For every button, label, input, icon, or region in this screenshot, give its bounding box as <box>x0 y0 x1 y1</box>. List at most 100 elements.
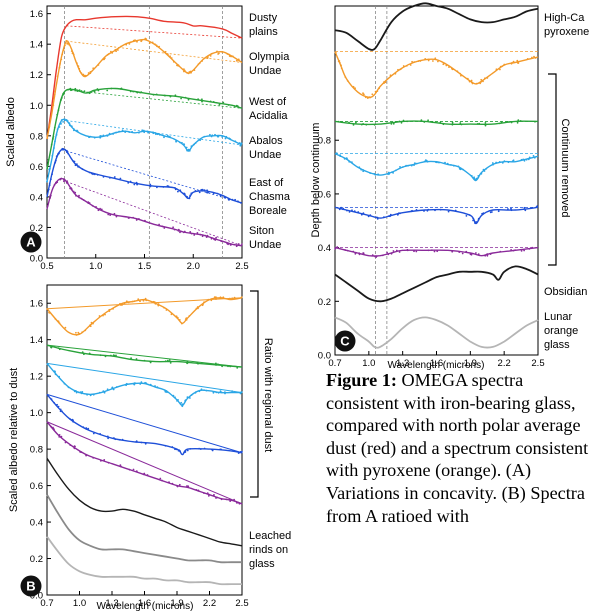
data-point <box>196 306 199 308</box>
data-point <box>51 173 53 176</box>
data-point <box>136 183 139 186</box>
data-point <box>93 173 96 176</box>
data-point <box>339 155 342 158</box>
data-point <box>57 153 59 156</box>
xtick-label: 2.0 <box>187 261 200 272</box>
data-point <box>434 57 437 60</box>
data-point <box>130 357 133 360</box>
data-point <box>427 59 430 62</box>
data-point <box>374 173 377 176</box>
data-point <box>531 56 533 59</box>
data-point <box>54 318 57 320</box>
data-point <box>87 201 90 204</box>
data-point <box>92 432 95 435</box>
data-point <box>187 485 190 488</box>
data-point <box>503 63 506 66</box>
data-point <box>399 166 401 168</box>
data-point <box>203 492 205 494</box>
data-point <box>55 159 57 162</box>
data-point <box>423 121 426 123</box>
panel-a-badge: A <box>20 231 42 253</box>
data-point <box>200 388 203 391</box>
data-point <box>338 60 341 62</box>
data-point <box>238 142 241 144</box>
ytick-label: 0.8 <box>318 136 331 147</box>
data-point <box>477 253 480 256</box>
data-point <box>190 71 192 74</box>
data-point <box>154 302 157 305</box>
data-point <box>484 122 487 124</box>
data-point <box>434 209 436 212</box>
data-point <box>358 166 361 169</box>
data-point <box>231 390 234 393</box>
data-point <box>91 204 94 207</box>
data-point <box>114 438 117 441</box>
ytick-label: 0.8 <box>30 131 43 142</box>
data-point <box>66 119 68 122</box>
continuum-line <box>66 25 243 39</box>
data-point <box>197 489 200 492</box>
data-point <box>374 90 377 93</box>
data-point <box>82 426 85 428</box>
data-point <box>364 96 367 99</box>
data-point <box>228 498 231 501</box>
series-line <box>46 38 243 140</box>
ytick-label: 1.0 <box>30 408 43 419</box>
data-point <box>183 68 185 70</box>
data-point <box>217 391 220 394</box>
series-line <box>46 457 243 547</box>
data-point <box>499 68 501 71</box>
label-olympia-2: Undae <box>249 65 281 77</box>
data-point <box>431 249 433 252</box>
data-point <box>221 136 224 138</box>
data-point <box>495 161 497 164</box>
data-point <box>81 331 84 334</box>
data-point <box>397 68 399 71</box>
data-point <box>198 447 201 450</box>
data-point <box>241 243 243 246</box>
data-point <box>46 180 48 183</box>
data-point <box>60 58 63 61</box>
data-point <box>73 160 76 163</box>
data-point <box>239 144 242 147</box>
data-point <box>182 143 185 146</box>
data-point <box>49 197 51 199</box>
data-point <box>125 384 127 387</box>
continuum-line <box>66 150 243 204</box>
data-point <box>59 63 61 65</box>
data-point <box>176 316 179 319</box>
data-point <box>461 252 464 255</box>
continuum-line <box>46 344 243 368</box>
data-point <box>465 250 468 253</box>
data-point <box>528 248 531 250</box>
data-point <box>533 156 536 159</box>
xtick-label: 0.7 <box>328 358 341 369</box>
data-point <box>58 436 61 438</box>
panel-b-bracket-label: Ratio with regional dust <box>262 338 274 452</box>
data-point <box>188 315 191 317</box>
data-point <box>381 254 384 257</box>
data-point <box>353 210 356 213</box>
ytick-label: 1.2 <box>30 70 43 81</box>
data-point <box>177 399 179 401</box>
data-point <box>470 175 473 177</box>
data-point <box>231 198 234 201</box>
data-point <box>158 133 161 136</box>
data-point <box>57 320 59 322</box>
data-point <box>406 120 408 123</box>
data-point <box>477 175 480 177</box>
data-point <box>453 164 455 167</box>
data-point <box>337 120 340 123</box>
data-point <box>486 77 489 79</box>
data-point <box>482 168 485 171</box>
data-point <box>107 213 110 216</box>
data-point <box>465 215 468 217</box>
data-point <box>155 44 158 47</box>
data-point <box>85 454 87 457</box>
xtick-label: 1.0 <box>73 598 86 609</box>
label-east-3: Boreale <box>249 205 287 217</box>
data-point <box>374 255 376 258</box>
data-point <box>523 159 526 162</box>
data-point <box>534 120 536 123</box>
data-point <box>174 94 177 97</box>
